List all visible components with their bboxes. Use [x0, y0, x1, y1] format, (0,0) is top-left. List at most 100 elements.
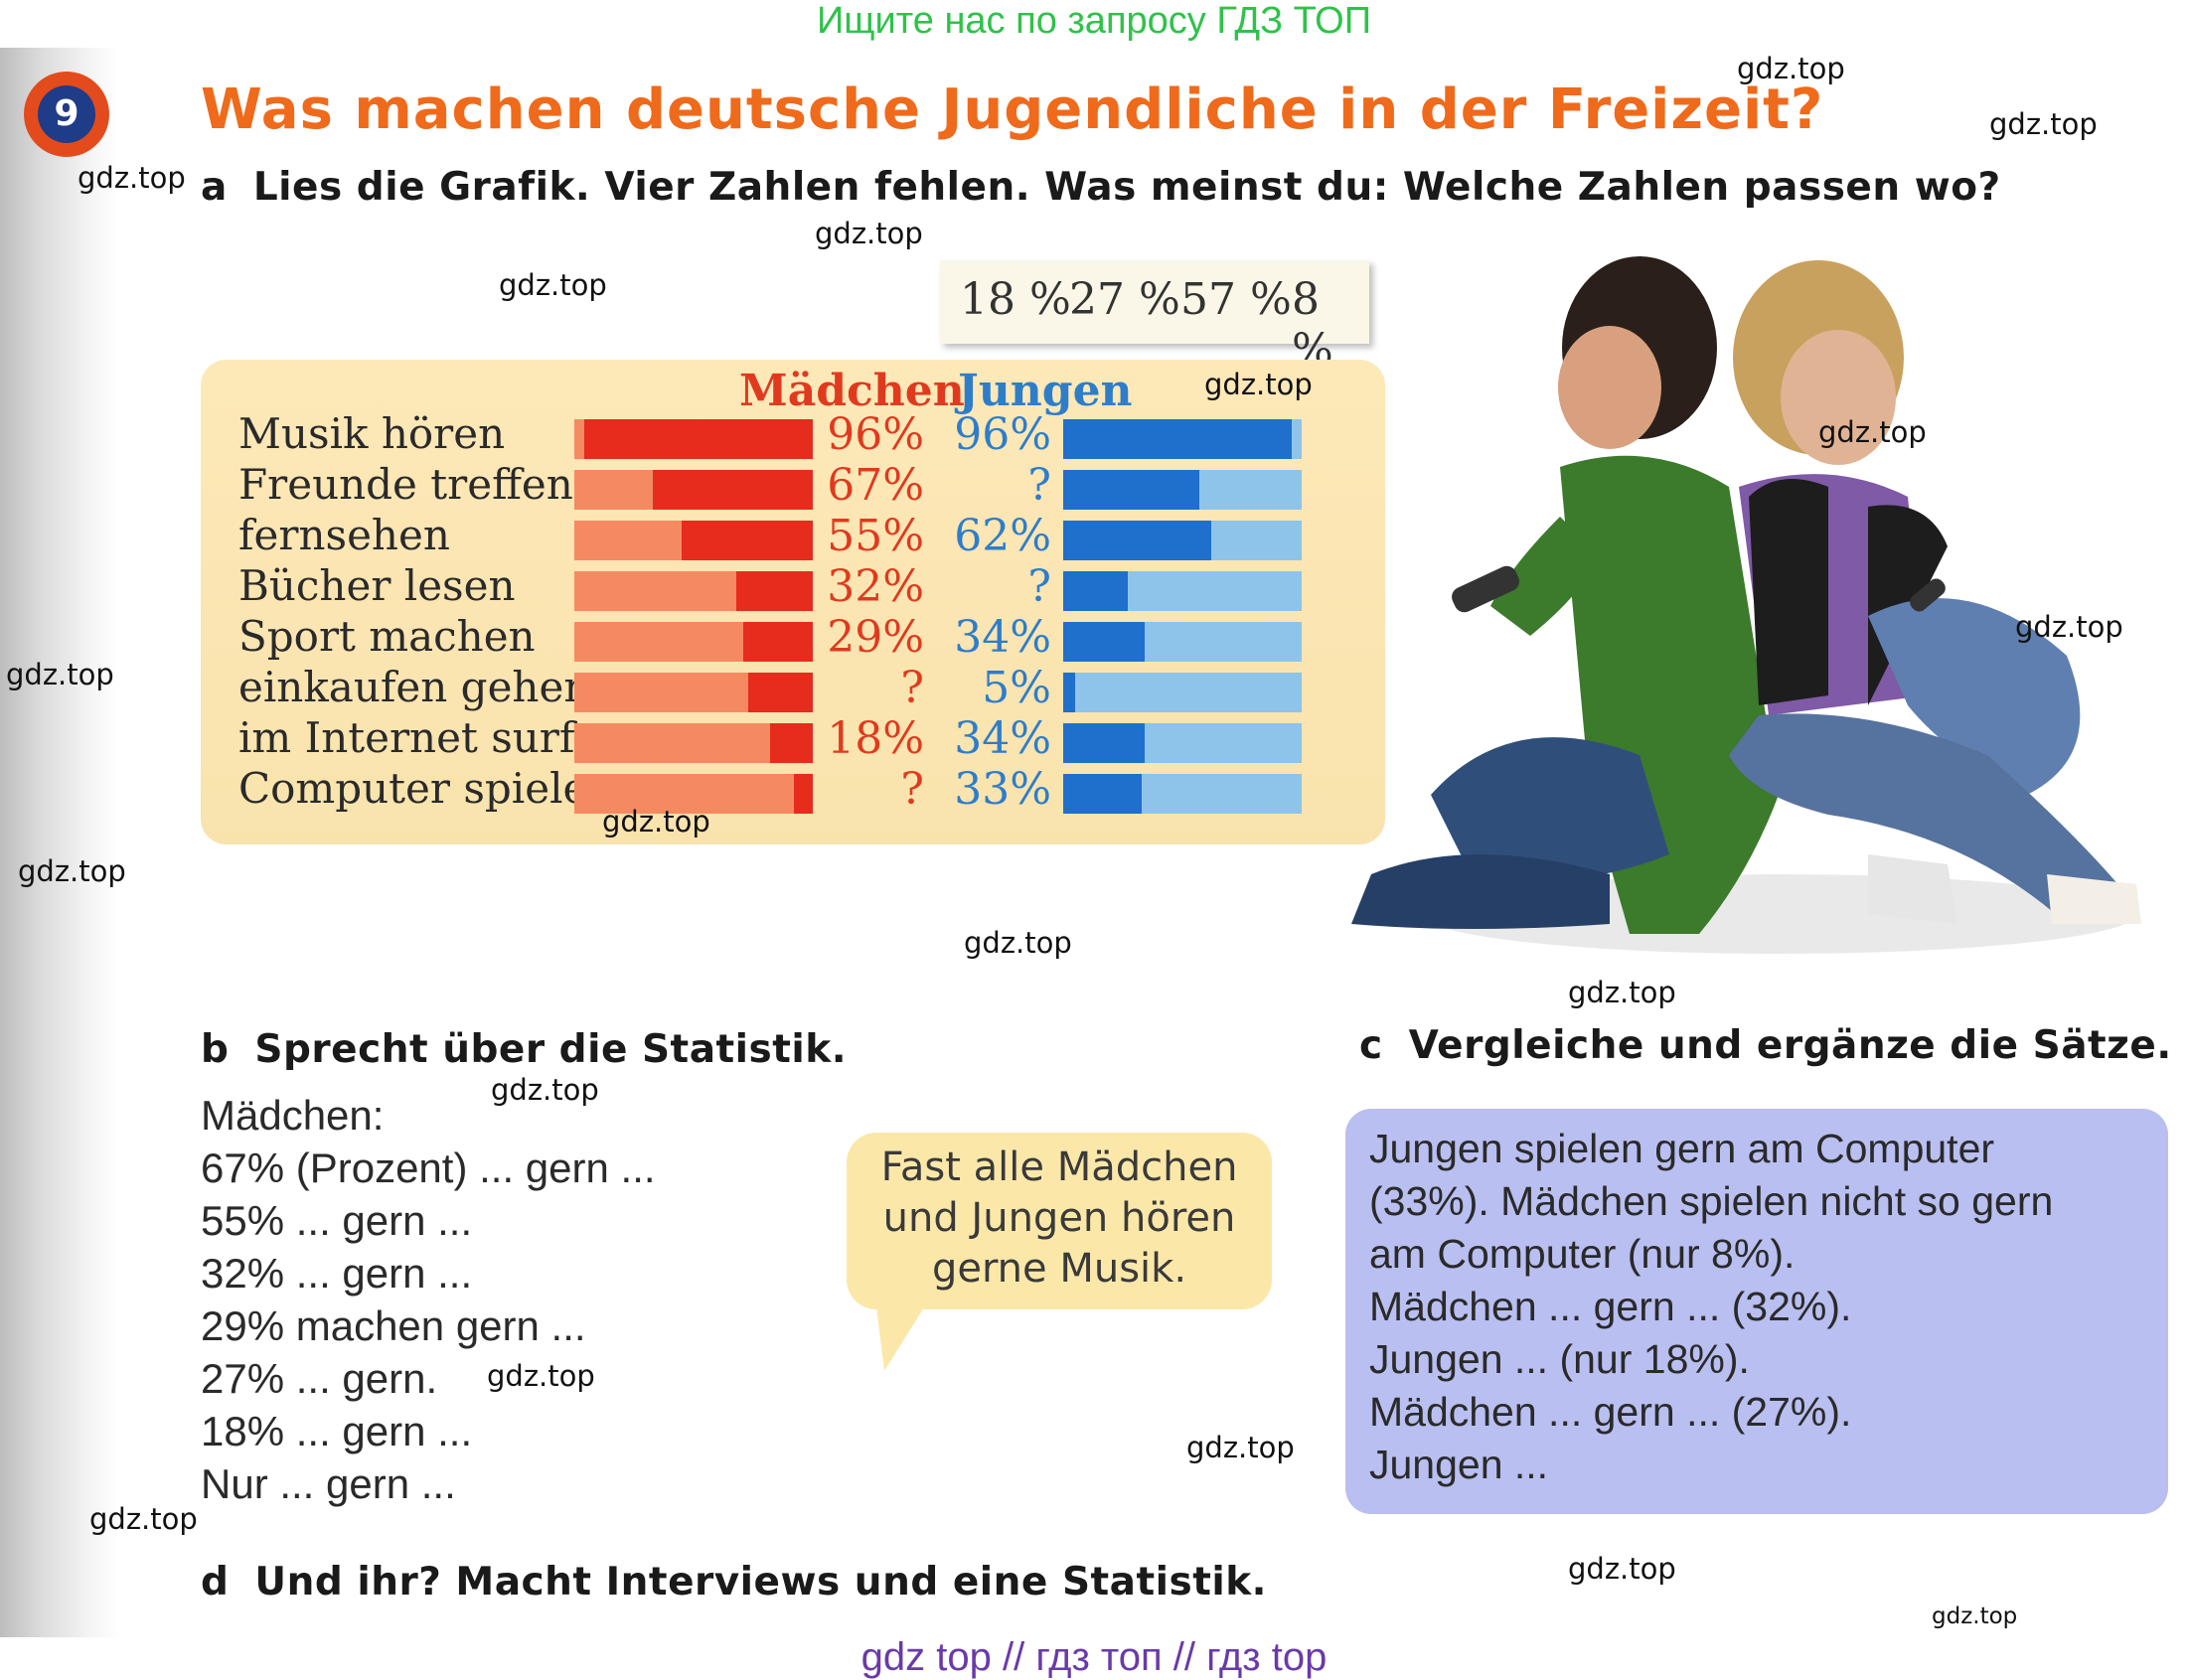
chart-value-jungen: ?: [1027, 460, 1051, 511]
legend-maedchen: Mädchen: [739, 366, 965, 416]
bottom-banner[interactable]: gdz top // гдз топ // гдз top: [860, 1635, 1328, 1679]
task-b-line: 32% ... gern ...: [201, 1250, 473, 1297]
task-b-line: 67% (Prozent) ... gern ...: [201, 1145, 656, 1191]
chart-category-label: im Internet surfen: [238, 713, 627, 762]
chart-bar-maedchen: [743, 622, 813, 662]
chart-value-maedchen: 29%: [827, 612, 924, 663]
task-a-letter: a: [201, 165, 228, 210]
chart-bar-jungen: [1063, 470, 1199, 510]
page-edge-shadow: [0, 48, 119, 1637]
chart-category-label: fernsehen: [238, 511, 450, 559]
chart-value-maedchen: ?: [900, 663, 924, 713]
chart-bar-maedchen-track: [574, 723, 813, 763]
chart-bar-jungen: [1063, 571, 1128, 611]
chart-bar-maedchen: [583, 419, 813, 459]
chart-bar-maedchen: [682, 521, 813, 560]
chart-bar-jungen-track: [1063, 419, 1302, 459]
page-title: Was machen deutsche Jugendliche in der F…: [201, 77, 1824, 142]
chart-category-label: Sport machen: [238, 612, 536, 661]
chart-value-jungen: 62%: [954, 511, 1051, 561]
chart-value-jungen: ?: [1027, 561, 1051, 612]
chart-bar-jungen-track: [1063, 622, 1302, 662]
task-c-text: Vergleiche und ergänze die Sätze.: [1408, 1023, 2172, 1068]
task-c-line: (33%). Mädchen spielen nicht so gern: [1369, 1178, 2054, 1224]
chart-bar-maedchen-track: [574, 622, 813, 662]
option-3: 57 %: [1180, 274, 1292, 325]
chart-value-maedchen: ?: [900, 764, 924, 815]
bubble-line: Fast alle Mädchen: [880, 1145, 1238, 1190]
exercise-number: 9: [38, 85, 95, 143]
chart-bar-maedchen: [736, 571, 813, 611]
speech-bubble-tail: [874, 1292, 934, 1371]
task-b-lines: Mädchen: 67% (Prozent) ... gern ... 55% …: [201, 1089, 656, 1510]
watermark: gdz.top: [18, 854, 126, 888]
chart-value-maedchen: 67%: [827, 460, 924, 511]
watermark: gdz.top: [1989, 107, 2098, 141]
chart-bar-jungen-track: [1063, 774, 1302, 814]
chart-bar-maedchen: [653, 470, 813, 510]
watermark: gdz.top: [1568, 976, 1676, 1009]
number-options-box: 18 % 27 % 57 % 8 %: [940, 260, 1369, 376]
task-b-text: Sprecht über die Statistik.: [254, 1027, 848, 1072]
task-c-line: Jungen ... (nur 18%).: [1369, 1336, 1750, 1382]
chart-bar-jungen: [1063, 723, 1145, 763]
task-d-letter: d: [201, 1560, 230, 1604]
bubble-line: und Jungen hören: [882, 1195, 1236, 1241]
task-b: b Sprecht über die Statistik.: [201, 1027, 847, 1072]
watermark: gdz.top: [2015, 610, 2123, 644]
chart-bar-maedchen-track: [574, 673, 813, 712]
watermark: gdz.top: [964, 926, 1072, 960]
task-b-line: 18% ... gern ...: [201, 1408, 473, 1454]
chart-value-jungen: 34%: [954, 612, 1051, 663]
watermark: gdz.top: [1818, 415, 1927, 449]
chart-category-label: einkaufen gehen: [238, 663, 591, 711]
watermark: gdz.top: [487, 1359, 595, 1393]
watermark: gdz.top: [1186, 1431, 1295, 1464]
chart-bar-maedchen-track: [574, 521, 813, 560]
task-c-letter: c: [1359, 1023, 1383, 1068]
task-a-text: Lies die Grafik. Vier Zahlen fehlen. Was…: [252, 165, 2001, 210]
chart-bar-jungen: [1063, 673, 1075, 712]
chart-bar-maedchen: [748, 673, 813, 712]
chart-bar-jungen: [1063, 521, 1211, 560]
watermark: gdz.top: [1204, 368, 1313, 401]
top-banner[interactable]: Ищите нас по запросу ГДЗ ТОП: [816, 0, 1372, 42]
chart-value-maedchen: 18%: [827, 713, 924, 764]
watermark: gdz.top: [602, 805, 710, 839]
chart-value-maedchen: 55%: [827, 511, 924, 561]
chart-bar-maedchen-track: [574, 571, 813, 611]
watermark: gdz.top: [6, 658, 114, 691]
chart-bar-jungen-track: [1063, 470, 1302, 510]
task-c-line: Jungen ...: [1369, 1442, 1549, 1487]
chart-bar-jungen-track: [1063, 521, 1302, 560]
chart-value-jungen: 33%: [954, 764, 1051, 815]
speech-bubble: Fast alle Mädchen und Jungen hören gerne…: [847, 1133, 1272, 1309]
chart-bar-jungen-track: [1063, 571, 1302, 611]
task-c-line: Mädchen ... gern ... (27%).: [1369, 1389, 1852, 1435]
task-b-line: Mädchen:: [201, 1092, 385, 1139]
chart-bar-maedchen-track: [574, 774, 813, 814]
chart-bar-maedchen: [769, 723, 813, 763]
bubble-line: gerne Musik.: [931, 1246, 1187, 1292]
option-2: 27 %: [1069, 274, 1180, 325]
watermark: gdz.top: [78, 161, 186, 195]
watermark: gdz.top: [499, 268, 607, 302]
chart-value-maedchen: 96%: [827, 409, 924, 460]
chart-value-jungen: 96%: [954, 409, 1051, 460]
chart-bar-jungen-track: [1063, 673, 1302, 712]
chart-value-maedchen: 32%: [827, 561, 924, 612]
teenagers-photo: [1351, 256, 2141, 954]
task-c-line: Mädchen ... gern ... (32%).: [1369, 1284, 1852, 1329]
task-b-line: 55% ... gern ...: [201, 1197, 473, 1244]
chart-bar-jungen: [1063, 419, 1293, 459]
chart-bar-jungen: [1063, 622, 1145, 662]
watermark: gdz.top: [491, 1073, 599, 1107]
watermark: gdz.top: [89, 1502, 198, 1536]
task-b-line: Nur ... gern ...: [201, 1460, 456, 1507]
task-b-line: 29% machen gern ...: [201, 1302, 586, 1349]
chart-value-jungen: 5%: [982, 663, 1051, 713]
task-b-line: 27% ... gern.: [201, 1355, 438, 1402]
watermark: gdz.top: [1568, 1552, 1676, 1586]
task-d-text: Und ihr? Macht Interviews und eine Stati…: [254, 1560, 1267, 1604]
task-c-line: am Computer (nur 8%).: [1369, 1231, 1796, 1277]
